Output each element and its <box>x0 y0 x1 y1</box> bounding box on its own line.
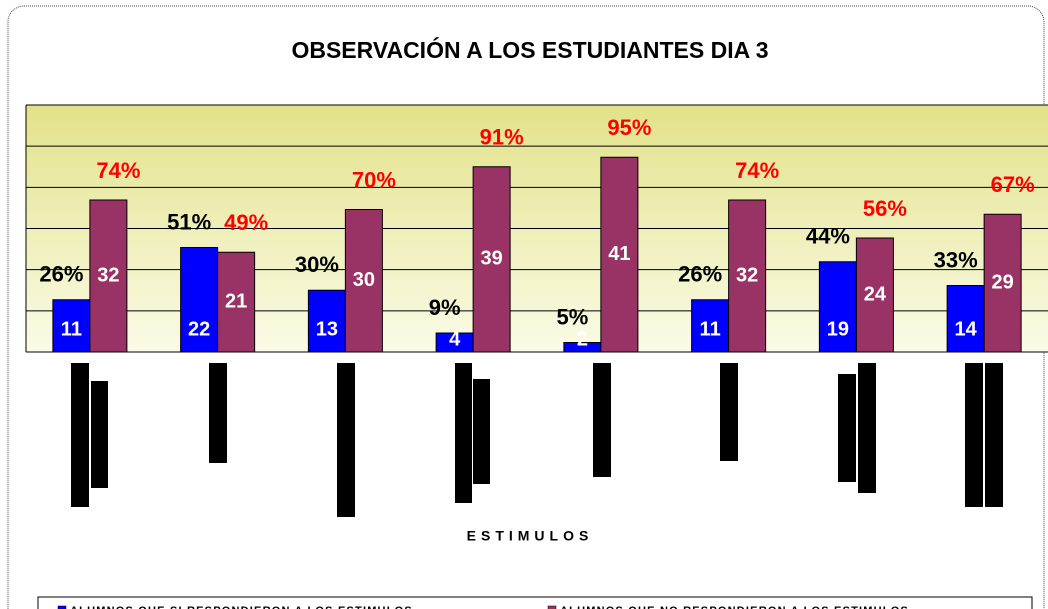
data-label: 4 <box>449 328 461 350</box>
percent-label: 44% <box>806 224 850 249</box>
legend-box <box>37 596 1033 609</box>
category-label-block <box>71 363 89 507</box>
category-label-block <box>985 363 1003 507</box>
category-label-blocks <box>71 363 1003 517</box>
chart-title: OBSERVACIÓN A LOS ESTUDIANTES DIA 3 <box>291 36 768 63</box>
percent-label: 26% <box>39 262 83 287</box>
percent-label: 91% <box>480 125 524 150</box>
data-label: 13 <box>316 318 338 340</box>
percent-label: 33% <box>934 247 978 272</box>
category-label-block <box>91 381 108 488</box>
data-label: 29 <box>992 271 1014 293</box>
percent-label: 26% <box>678 262 722 287</box>
percent-label: 70% <box>352 167 396 192</box>
category-label-block <box>473 379 490 484</box>
data-label: 21 <box>225 290 247 312</box>
data-label: 11 <box>61 318 82 340</box>
bar <box>600 156 639 353</box>
data-label: 24 <box>864 283 887 305</box>
bar <box>180 247 219 353</box>
category-label-block <box>720 363 738 461</box>
legend-label: ALUMNOS QUE SI RESPONDIERON A LOS ESTIMU… <box>70 605 413 609</box>
bar <box>818 261 857 353</box>
bar <box>691 299 730 353</box>
percent-label: 49% <box>224 210 268 235</box>
bar <box>728 199 767 353</box>
percent-label: 74% <box>96 158 140 183</box>
percent-label: 9% <box>429 295 461 320</box>
bar <box>217 251 256 353</box>
bar <box>855 237 894 353</box>
legend-swatch <box>57 605 67 609</box>
data-label: 30 <box>353 269 375 291</box>
category-label-block <box>455 363 472 503</box>
category-label-block <box>593 363 611 477</box>
bar <box>89 199 128 353</box>
percent-label: 51% <box>167 209 211 234</box>
percent-label: 67% <box>991 172 1035 197</box>
data-label: 11 <box>700 318 721 340</box>
percent-label: 95% <box>607 115 651 140</box>
category-label-block <box>838 374 856 482</box>
percent-label: 5% <box>556 304 588 329</box>
bar <box>983 213 1022 353</box>
data-label: 41 <box>608 243 630 265</box>
bar <box>946 285 985 353</box>
legend-swatch <box>547 605 557 609</box>
bar <box>472 166 511 353</box>
bar <box>52 299 91 353</box>
percent-label: 74% <box>735 158 779 183</box>
data-label: 32 <box>97 264 119 286</box>
bar <box>307 289 346 353</box>
data-label: 22 <box>188 318 210 340</box>
x-axis-title: ESTIMULOS <box>467 528 594 544</box>
data-label: 2 <box>577 328 588 350</box>
data-label: 19 <box>827 318 849 340</box>
category-label-block <box>965 363 983 507</box>
data-label: 39 <box>481 248 503 270</box>
data-label: 32 <box>736 264 758 286</box>
percent-label: 30% <box>295 252 339 277</box>
data-label: 14 <box>955 318 978 340</box>
category-label-block <box>209 363 227 463</box>
bar <box>344 209 383 353</box>
category-label-block <box>337 363 355 517</box>
category-label-block <box>858 363 876 493</box>
percent-label: 56% <box>863 196 907 221</box>
legend-label: ALUMNOS QUE NO RESPONDIERON A LOS ESTIMU… <box>560 605 909 609</box>
